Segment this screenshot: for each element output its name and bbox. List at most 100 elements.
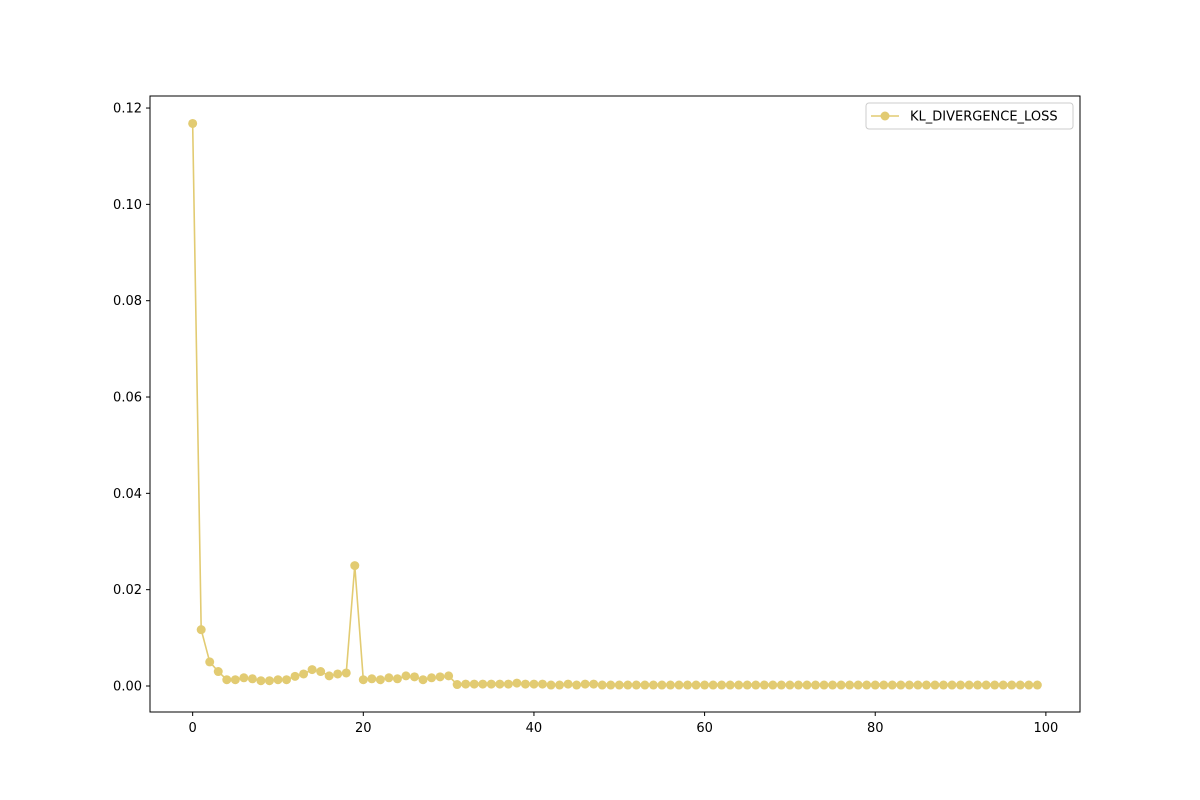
y-tick-label: 0.10 (113, 198, 142, 213)
data-point (665, 680, 675, 690)
data-point (563, 679, 573, 689)
data-point (418, 675, 428, 685)
data-point (256, 676, 266, 686)
data-point (930, 680, 940, 690)
data-point (435, 672, 445, 682)
data-point (486, 679, 496, 689)
data-point (896, 680, 906, 690)
x-tick-label: 100 (1033, 721, 1058, 736)
data-point (461, 679, 471, 689)
plot-area (188, 118, 1042, 690)
y-tick-label: 0.00 (113, 679, 142, 694)
data-point (580, 679, 590, 689)
data-point (990, 680, 1000, 690)
data-point (759, 680, 769, 690)
data-point (452, 680, 462, 690)
data-point (196, 625, 206, 635)
data-point (683, 680, 693, 690)
data-point (640, 680, 650, 690)
x-tick-label: 60 (696, 721, 713, 736)
x-tick-label: 80 (867, 721, 884, 736)
x-tick-label: 20 (355, 721, 372, 736)
data-point (273, 675, 283, 685)
data-point (853, 680, 863, 690)
legend-box (865, 102, 1074, 130)
data-point (648, 680, 658, 690)
data-point (520, 679, 530, 689)
data-point (802, 680, 812, 690)
data-point (341, 668, 351, 678)
data-point (469, 679, 479, 689)
data-point (845, 680, 855, 690)
data-point (307, 665, 317, 675)
data-point (862, 680, 872, 690)
data-point (239, 673, 249, 683)
data-point (350, 561, 360, 571)
data-point (546, 680, 556, 690)
data-point (879, 680, 889, 690)
data-point (785, 680, 795, 690)
data-point (700, 680, 710, 690)
data-point (427, 673, 437, 683)
y-tick-label: 0.02 (113, 583, 142, 598)
data-point (444, 671, 454, 681)
y-tick-label: 0.12 (113, 102, 142, 117)
x-tick-label: 0 (189, 721, 197, 736)
data-point (503, 679, 513, 689)
data-point (213, 667, 223, 677)
data-point (572, 680, 582, 690)
data-point (367, 674, 377, 684)
data-point (674, 680, 684, 690)
data-point (956, 680, 966, 690)
data-point (282, 675, 292, 685)
data-point (358, 675, 368, 685)
data-point (904, 680, 914, 690)
axes-frame (149, 95, 1081, 713)
data-point (947, 680, 957, 690)
data-point (537, 679, 547, 689)
legend-label: KL_DIVERGENCE_LOSS (910, 110, 1058, 125)
data-point (938, 680, 948, 690)
data-point (188, 118, 198, 128)
y-tick-label: 0.04 (113, 487, 142, 502)
data-point (751, 680, 761, 690)
data-point (392, 674, 402, 684)
data-point (717, 680, 727, 690)
data-point (1024, 680, 1034, 690)
data-point (555, 680, 565, 690)
data-point (512, 678, 522, 688)
data-point (631, 680, 641, 690)
data-point (981, 680, 991, 690)
data-point (998, 680, 1008, 690)
data-point (247, 674, 257, 684)
data-point (589, 679, 599, 689)
data-point (299, 669, 309, 679)
data-point (657, 680, 667, 690)
data-point (384, 673, 394, 683)
data-point (614, 680, 624, 690)
data-point (623, 680, 633, 690)
data-point (1032, 680, 1042, 690)
data-point (606, 680, 616, 690)
data-point (290, 671, 300, 681)
data-point (478, 679, 488, 689)
data-point (742, 680, 752, 690)
data-point (230, 675, 240, 685)
legend: KL_DIVERGENCE_LOSS (865, 102, 1074, 130)
legend-marker-swatch (880, 111, 890, 121)
data-point (316, 667, 326, 677)
data-point (819, 680, 829, 690)
data-point (708, 680, 718, 690)
data-point (964, 680, 974, 690)
y-tick-label: 0.08 (113, 294, 142, 309)
data-point (725, 680, 735, 690)
data-point (828, 680, 838, 690)
x-tick-label: 40 (526, 721, 543, 736)
data-point (836, 680, 846, 690)
y-axis: 0.00 0.02 0.04 0.06 0.08 0.10 0.12 (113, 102, 150, 694)
data-point (921, 680, 931, 690)
data-point (870, 680, 880, 690)
data-point (409, 672, 419, 682)
